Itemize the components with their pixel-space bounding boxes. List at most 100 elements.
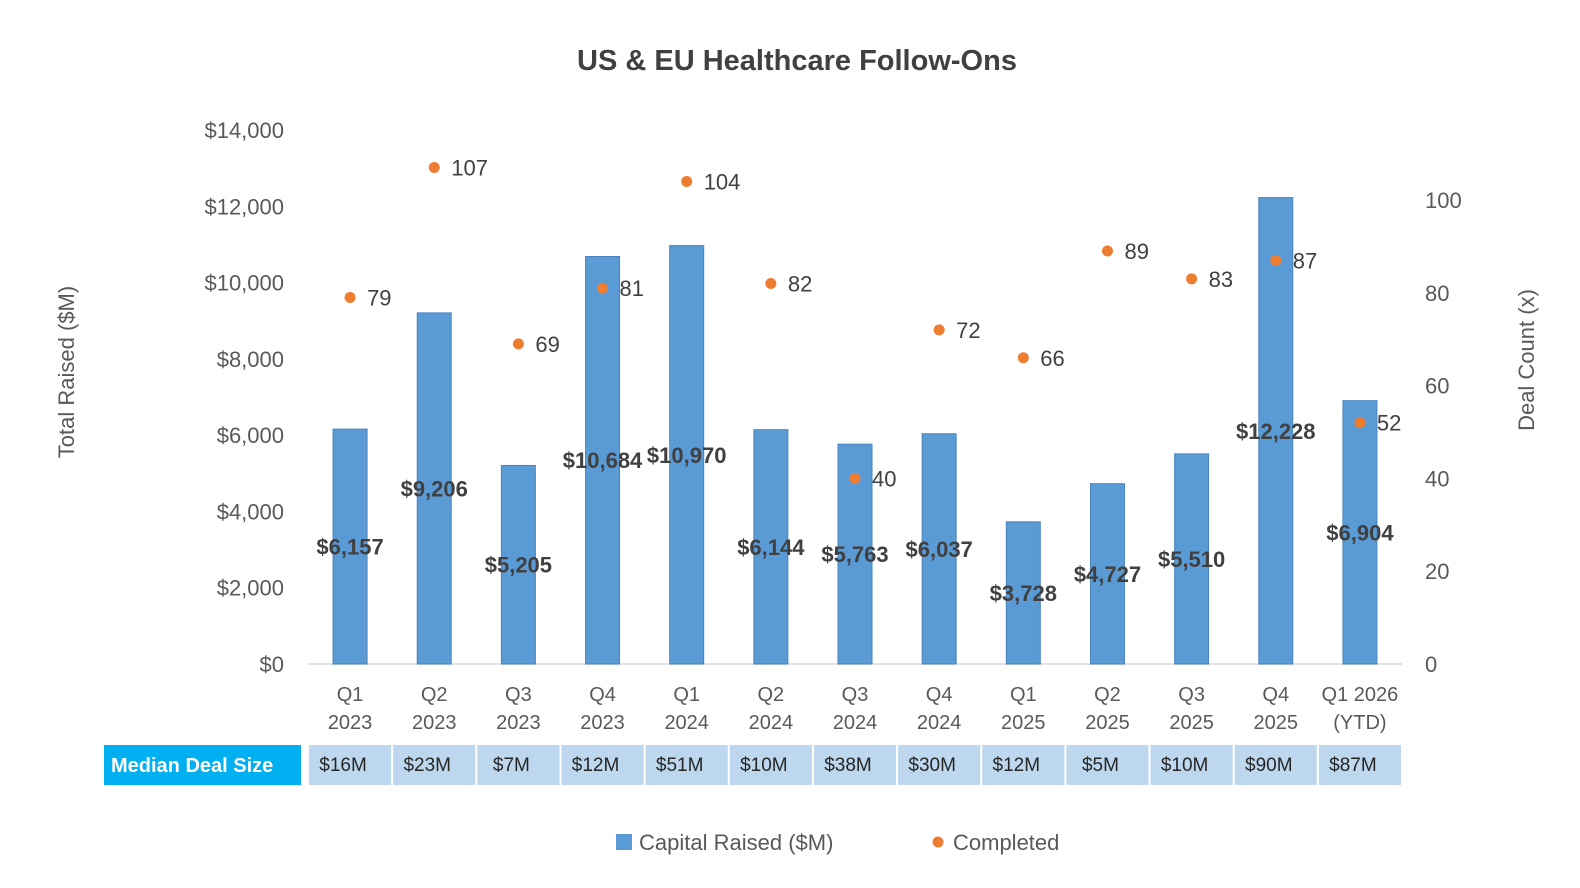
completed-value-label: 79 — [367, 285, 391, 310]
completed-series — [344, 162, 1366, 484]
bar-value-label: $10,970 — [647, 443, 727, 468]
bar — [1342, 400, 1378, 665]
median-deal-size-value: $38M — [824, 755, 872, 776]
bar-series — [332, 197, 1378, 665]
completed-value-label: 69 — [535, 332, 559, 357]
x-category-label: Q4 — [589, 684, 616, 706]
x-category-label: Q2 — [758, 684, 785, 706]
y2-axis-ticks: 0 20 40 60 80 100 — [1425, 188, 1462, 677]
median-table-cell — [1318, 745, 1401, 785]
x-category-label: 2024 — [833, 712, 878, 734]
legend-bar-swatch — [616, 834, 632, 850]
x-category-label: Q4 — [926, 684, 953, 706]
x-category-label: 2023 — [496, 712, 541, 734]
x-category-label: Q3 — [842, 684, 869, 706]
completed-value-label: 40 — [872, 466, 896, 491]
median-table-cell — [982, 745, 1065, 785]
median-deal-size-value: $16M — [319, 755, 367, 776]
x-category-label: 2023 — [328, 712, 373, 734]
y2-tick-label: 20 — [1425, 559, 1449, 584]
y2-tick-label: 60 — [1425, 374, 1449, 399]
y-tick-label: $6,000 — [217, 423, 284, 448]
median-table-cell — [645, 745, 728, 785]
bar-value-label: $5,763 — [821, 542, 888, 567]
chart-title: US & EU Healthcare Follow-Ons — [577, 45, 1017, 77]
median-deal-size-value: $5M — [1082, 755, 1119, 776]
completed-dot — [428, 162, 440, 174]
x-category-label: Q2 — [421, 684, 448, 706]
legend-dot-label: Completed — [953, 830, 1059, 855]
y2-tick-label: 100 — [1425, 188, 1462, 213]
x-category-label: 2023 — [580, 712, 625, 734]
bar — [585, 255, 621, 665]
x-category-label: 2025 — [1254, 712, 1299, 734]
completed-value-label: 107 — [451, 156, 488, 181]
completed-dot — [1101, 245, 1113, 257]
y-tick-label: $12,000 — [204, 194, 284, 219]
completed-dot — [344, 291, 356, 303]
x-category-label: Q3 — [1178, 684, 1205, 706]
completed-dot — [1017, 352, 1029, 364]
x-category-label: 2023 — [412, 712, 457, 734]
bar — [332, 428, 368, 665]
median-table-label: Median Deal Size — [111, 755, 273, 777]
y2-tick-label: 80 — [1425, 281, 1449, 306]
completed-value-label: 66 — [1040, 346, 1064, 371]
bar — [1089, 483, 1125, 665]
bar-value-label: $6,037 — [906, 537, 973, 562]
y-tick-label: $2,000 — [217, 576, 284, 601]
completed-dot — [933, 324, 945, 336]
legend-bar-label: Capital Raised ($M) — [639, 830, 833, 855]
median-deal-size-value: $7M — [493, 755, 530, 776]
median-table-cell — [1066, 745, 1149, 785]
completed-dot — [512, 338, 524, 350]
x-category-label: 2024 — [749, 712, 794, 734]
y-tick-label: $4,000 — [217, 499, 284, 524]
x-category-label: Q1 2026 — [1322, 684, 1399, 706]
completed-value-label: 52 — [1377, 411, 1401, 436]
median-table-cell — [1150, 745, 1233, 785]
y2-tick-label: 40 — [1425, 466, 1449, 491]
median-deal-size-value: $12M — [572, 755, 620, 776]
completed-value-label: 83 — [1209, 267, 1233, 292]
x-category-label: Q4 — [1262, 684, 1289, 706]
median-deal-size-value: $51M — [656, 755, 704, 776]
median-table-cell — [1234, 745, 1317, 785]
bar-value-labels: $6,157 $9,206 $5,205 $10,684 $10,970 $6,144 $5… — [316, 419, 1394, 606]
median-table-cell — [477, 745, 560, 785]
completed-dot — [1354, 417, 1366, 429]
median-deal-size-value: $23M — [403, 755, 451, 776]
median-table-cell — [393, 745, 476, 785]
x-category-label: 2025 — [1001, 712, 1046, 734]
y-tick-label: $0 — [260, 652, 284, 677]
median-deal-size-value: $87M — [1329, 755, 1377, 776]
median-table-cell — [813, 745, 897, 785]
completed-dot — [765, 278, 777, 290]
completed-dot — [597, 282, 609, 294]
y2-tick-label: 0 — [1425, 652, 1437, 677]
completed-dot — [1186, 273, 1198, 285]
median-deal-size-value: $30M — [908, 755, 956, 776]
y-axis-label: Total Raised ($M) — [54, 286, 79, 458]
y-axis-ticks: $0 $2,000 $4,000 $6,000 $8,000 $10,000 $12,000… — [204, 118, 284, 677]
bar-value-label: $9,206 — [401, 476, 468, 501]
bar-value-label: $4,727 — [1074, 562, 1141, 587]
median-deal-size-value: $12M — [993, 755, 1041, 776]
completed-dot — [849, 472, 861, 484]
median-table-header-cell — [104, 745, 301, 785]
bar — [1005, 521, 1041, 665]
median-deal-size-value: $10M — [1161, 755, 1209, 776]
completed-value-label: 104 — [704, 169, 741, 194]
completed-value-label: 89 — [1124, 239, 1148, 264]
bar-value-label: $3,728 — [990, 581, 1057, 606]
completed-value-label: 82 — [788, 272, 812, 297]
bar — [1174, 453, 1210, 665]
bar-value-label: $10,684 — [563, 448, 643, 473]
x-category-label: 2024 — [917, 712, 962, 734]
completed-value-labels: 79 107 69 81 104 82 40 72 66 89 83 87 52 — [367, 156, 1401, 492]
bar-value-label: $6,904 — [1326, 520, 1394, 545]
bar — [416, 312, 452, 665]
x-category-label: 2024 — [664, 712, 709, 734]
x-category-label: Q1 — [1010, 684, 1037, 706]
